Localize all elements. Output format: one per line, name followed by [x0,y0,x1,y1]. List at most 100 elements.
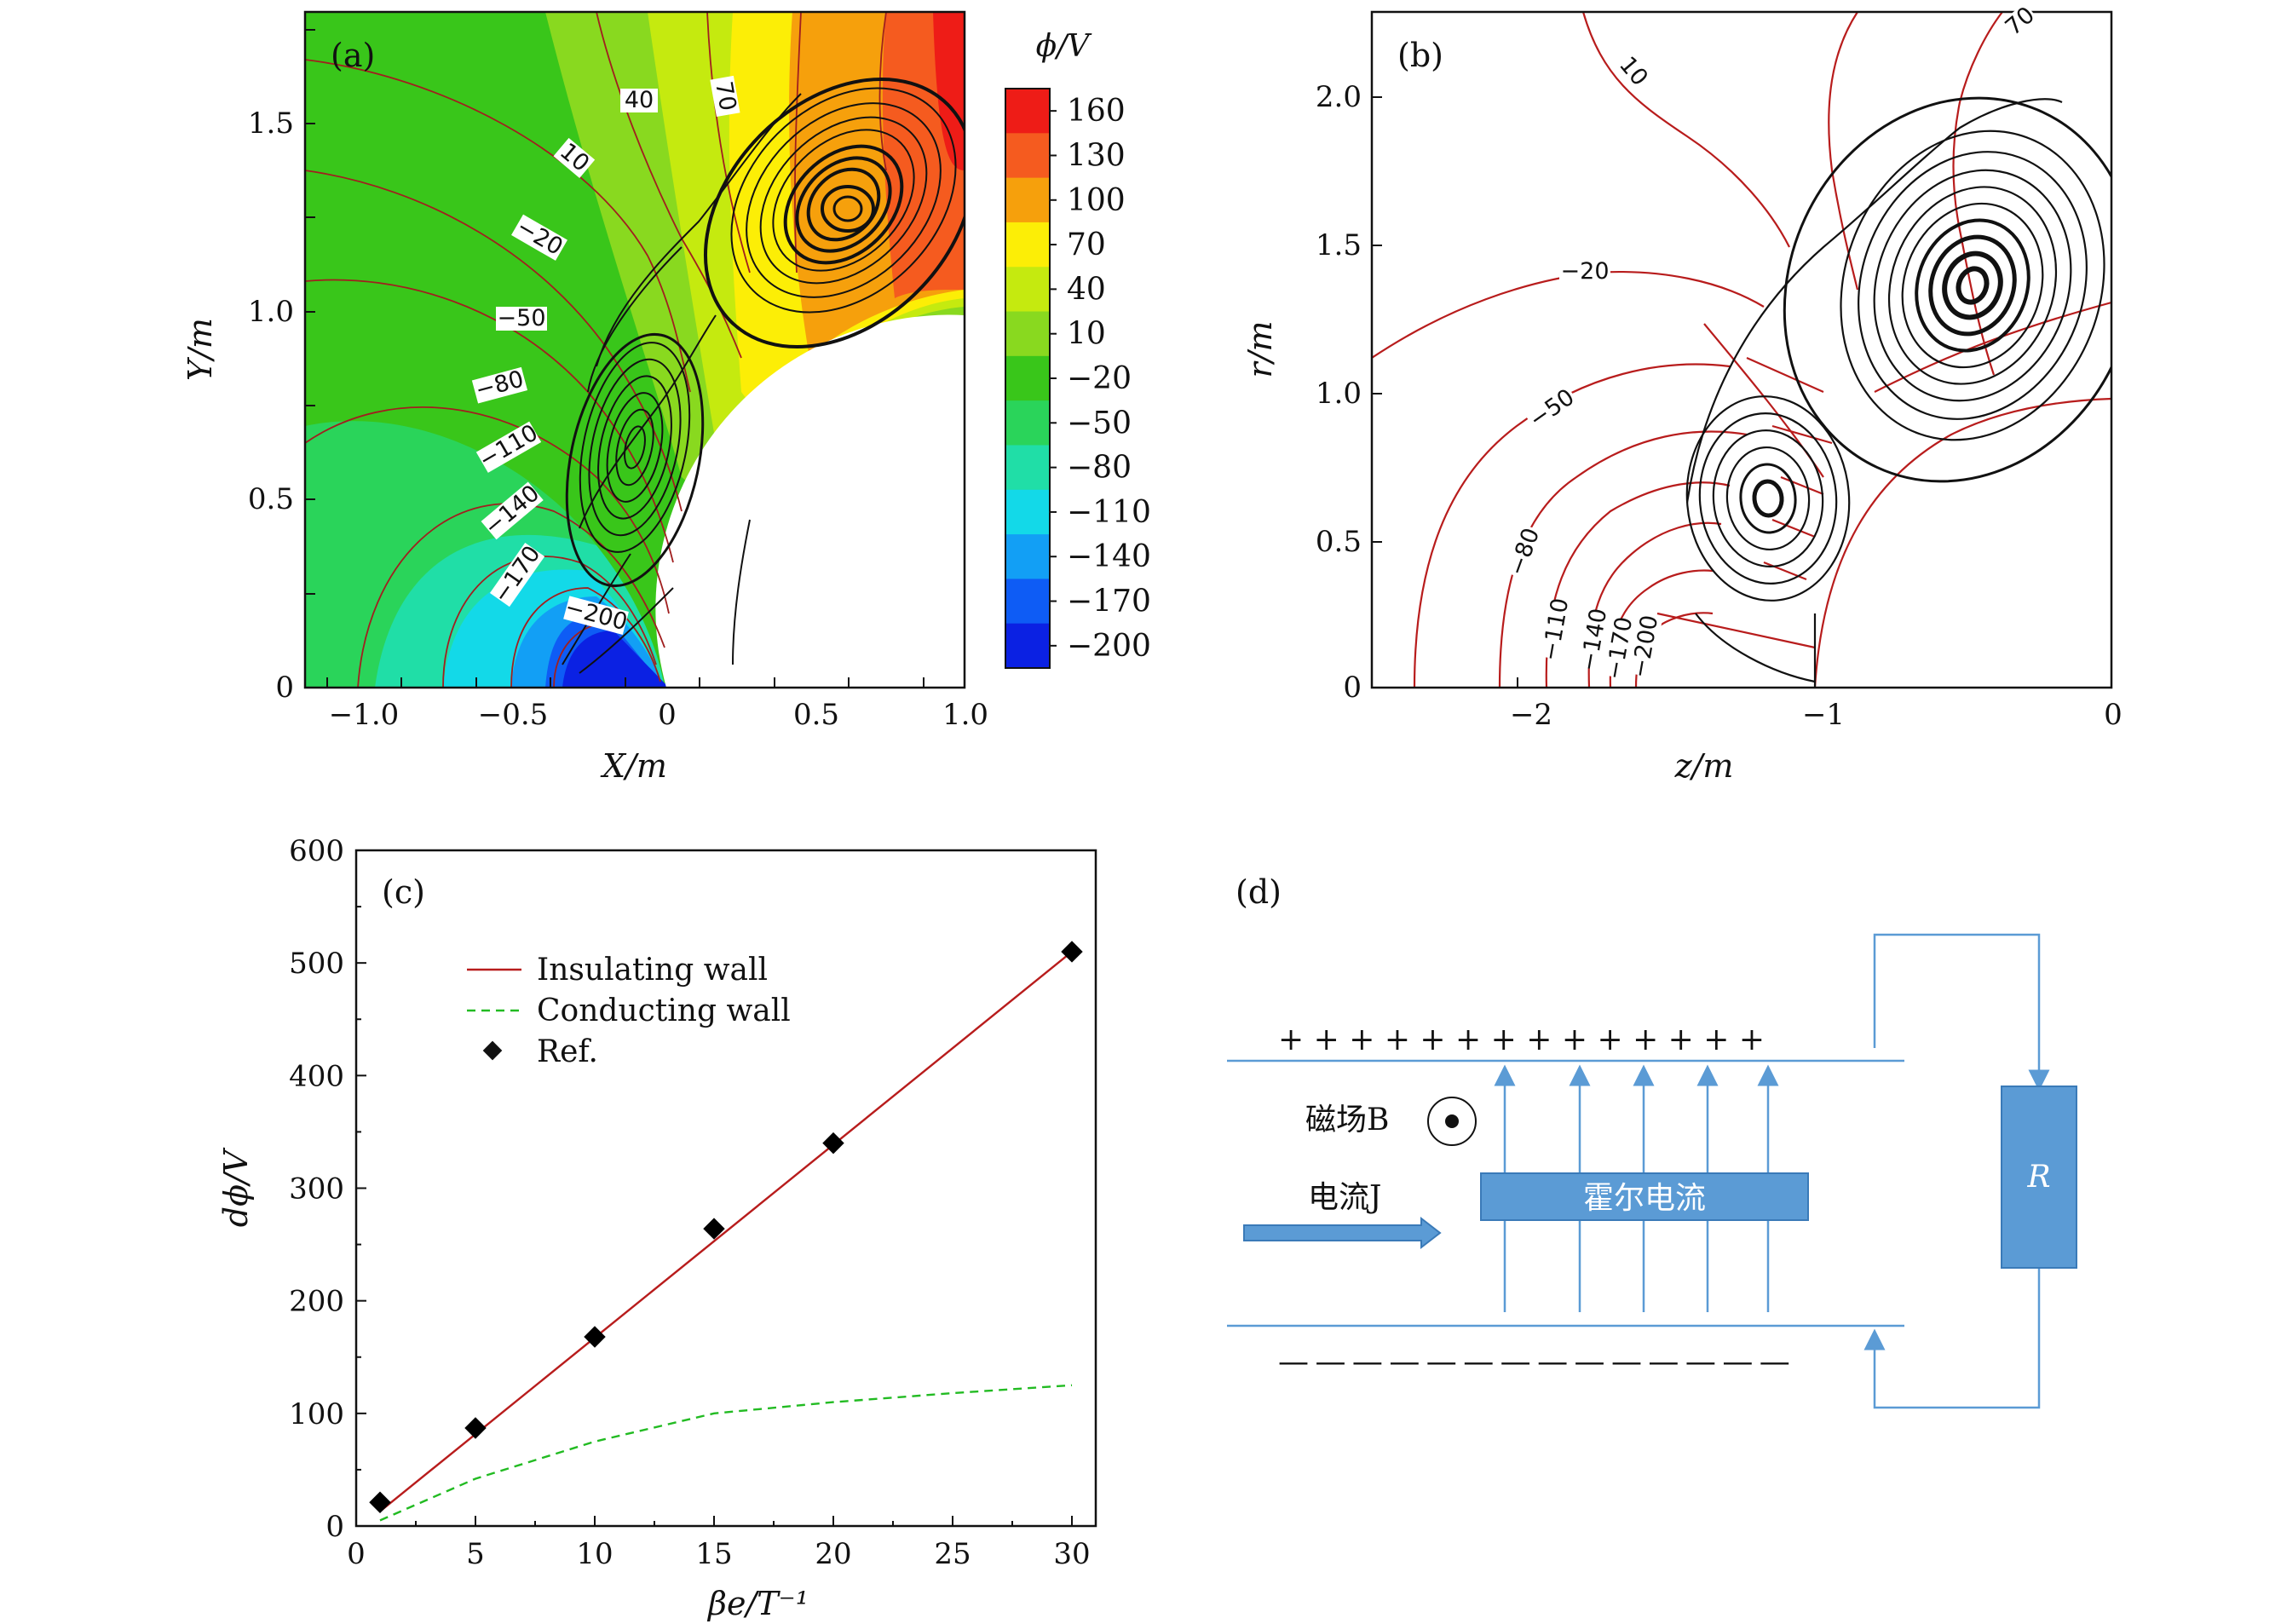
a-ytick: 1.0 [248,295,294,329]
colorbar-swatch [1005,623,1050,669]
a-ytick: 1.5 [248,107,294,141]
c-ytick: 600 [289,834,344,868]
resistor [2001,1086,2077,1269]
colorbar-swatch [1005,89,1050,134]
panel-c-frame [354,849,1097,1528]
legend-insulating: Insulating wall [537,953,768,988]
colorbar-tick-label: −200 [1067,629,1151,664]
c-ytick: 500 [289,947,344,981]
colorbar-tick-label: 100 [1067,183,1126,218]
c-ytick: 0 [325,1510,344,1544]
b-ytick: 1.5 [1316,228,1362,262]
colorbar-tick-label: −20 [1067,361,1132,396]
a-xlabel: X/m [600,747,667,785]
colorbar-swatch [1005,177,1050,223]
legend-swatch-ref [482,1040,503,1061]
plus-signs: + + + + + + + + + + + + + + [1278,1022,1765,1057]
c-ytick: 100 [289,1397,344,1431]
field-label: 磁场B [1305,1103,1389,1137]
colorbar-swatch [1005,579,1050,625]
c-xtick: 20 [815,1537,851,1571]
a-xtick: 1.0 [942,698,988,732]
c-ytick: 200 [289,1285,344,1319]
colorbar-tick-label: 10 [1067,317,1106,352]
b-contour-label: 10 [1614,52,1653,91]
panel-b-contour-field [1372,12,2111,688]
c-ytick: 300 [289,1172,344,1206]
b-ytick: 1.0 [1316,377,1362,411]
current-label: 电流J [1308,1180,1381,1215]
panel-b: −2 −1 0 0 0.5 1.0 1.5 2.0 z/m r/m (b) 10… [1241,2,2123,785]
colorbar-tick-label: −140 [1067,539,1151,574]
colorbar-tick-label: 130 [1067,138,1126,173]
colorbar-tick-label: −50 [1067,406,1132,441]
b-ytick: 0 [1343,671,1362,705]
a-ytick: 0 [275,671,294,705]
circuit-wire-bottom [1863,1268,2041,1409]
colorbar-swatch [1005,133,1050,179]
legend-ref: Ref. [537,1034,598,1069]
c-xlabel: βe/T⁻¹ [706,1585,809,1622]
circuit-wire-top [1873,933,2050,1091]
c-ylabel: dϕ/V [217,1147,255,1227]
colorbar-swatch [1005,311,1050,357]
hall-current-box [1480,1172,1809,1221]
b-xtick: −1 [1802,698,1845,732]
colorbar: ϕ/V 160 130 100 70 40 10 −20 −50 −80 −110 −140 −170… [1005,29,1151,669]
magnetic-field-symbol [1427,1097,1477,1146]
legend-conducting: Conducting wall [537,993,791,1028]
panel-a-frame [303,10,966,689]
colorbar-tick-label: −80 [1067,451,1132,486]
ref-data-point [464,1417,487,1439]
colorbar-swatch [1005,222,1050,268]
c-xtick: 25 [934,1537,971,1571]
a-xtick: −1.0 [329,698,400,732]
colorbar-swatch [1005,445,1050,491]
c-xtick: 10 [576,1537,613,1571]
b-contour-label: −80 [1504,525,1546,579]
a-xtick: 0 [658,698,677,732]
a-contour-label: −50 [498,305,546,331]
magnetic-field-dot [1445,1114,1459,1128]
colorbar-swatch [1005,355,1050,401]
colorbar-tick-label: −110 [1067,495,1151,530]
c-ytick: 400 [289,1059,344,1093]
colorbar-swatch [1005,534,1050,579]
ref-data-point [1061,941,1083,963]
c-xtick: 30 [1053,1537,1090,1571]
a-contour-label: 70 [710,79,740,112]
colorbar-tick-label: 40 [1067,272,1106,307]
d-panel-label: (d) [1236,873,1282,911]
a-xtick: 0.5 [793,698,839,732]
b-contour-label: 70 [2001,2,2040,41]
a-ytick: 0.5 [248,482,294,516]
c-panel-label: (c) [382,873,425,911]
colorbar-title: ϕ/V [1036,29,1093,64]
colorbar-tick-label: 70 [1067,227,1106,262]
b-ylabel: r/m [1241,320,1279,377]
b-contour-label: −50 [1524,384,1579,434]
b-xtick: 0 [2104,698,2123,732]
panel-b-frame [1370,10,2113,689]
b-panel-label: (b) [1397,37,1443,74]
b-ytick: 0.5 [1316,525,1362,559]
colorbar-tick-label: −170 [1067,585,1151,619]
resistor-label: R [2026,1160,2050,1195]
b-contour-label: −20 [1561,258,1610,285]
c-legend: Insulating wall Conducting wall Ref. [467,953,791,1069]
a-contour-label: 40 [625,87,654,113]
b-contour-label: −110 [1537,596,1574,663]
c-xtick: 15 [695,1537,732,1571]
b-xlabel: z/m [1674,747,1734,785]
a-panel-label: (a) [331,37,375,74]
colorbar-swatch [1005,267,1050,313]
panel-d: (d) 霍尔电流 R + + + + + + + + + + + + + + —… [1227,873,2077,1409]
hall-current-label: 霍尔电流 [1583,1181,1706,1216]
b-xtick: −2 [1510,698,1552,732]
panel-a: −1.0 −0.5 0 0.5 1.0 0 0.5 1.0 1.5 X/m Y/… [181,10,1151,785]
a-xtick: −0.5 [478,698,549,732]
panel-a-contour-field [305,12,965,688]
conducting-wall-line [379,1384,1073,1522]
colorbar-tick-label: 160 [1067,94,1126,129]
